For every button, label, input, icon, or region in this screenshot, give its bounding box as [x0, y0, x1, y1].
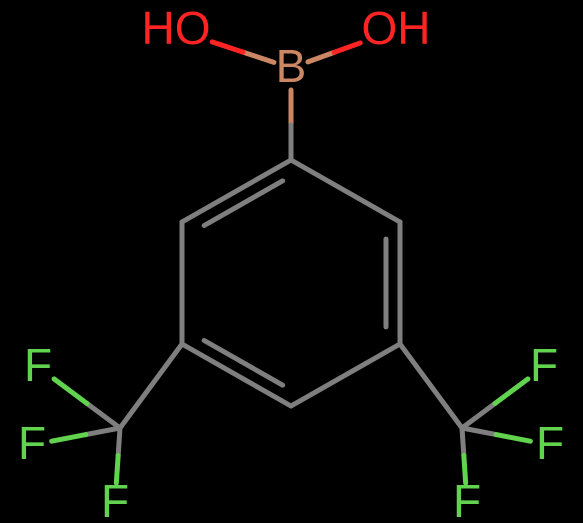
- bond-Ca-F1-a: [87, 403, 120, 428]
- atom-B: B: [276, 40, 307, 92]
- bond-B-O2-a: [308, 52, 334, 61]
- atom-F2: F: [18, 417, 46, 469]
- bond-Ca-F1-b: [54, 379, 87, 404]
- atom-F6: F: [453, 475, 481, 523]
- atom-F4: F: [530, 339, 558, 391]
- atom-O1: HO: [142, 2, 211, 54]
- bond-C1-C2: [182, 160, 291, 222]
- bond-B-O1-b: [212, 42, 243, 52]
- atom-O2: OH: [362, 2, 431, 54]
- bond-Ca-F3-a: [118, 428, 120, 456]
- bond-C4-C5: [291, 344, 400, 406]
- bond-C3-C4: [182, 344, 291, 406]
- bond-Cb-F5-a: [462, 428, 496, 435]
- atom-F5: F: [536, 417, 564, 469]
- bond-C6-C1: [291, 160, 400, 222]
- atom-F1: F: [24, 339, 52, 391]
- atom-F3: F: [101, 475, 129, 523]
- bond-B-O2-b: [334, 43, 360, 52]
- bond-Cb-F5-b: [496, 435, 530, 442]
- bond-Cb-F4-a: [462, 403, 495, 428]
- bond-Cb-F4-b: [495, 379, 528, 404]
- bond-Ca-F2-b: [52, 435, 86, 442]
- bond-Ca-F2-a: [86, 428, 120, 435]
- bond-B-O1-a: [243, 52, 274, 62]
- molecule-diagram: BHOOHFFFFFF: [0, 0, 583, 523]
- bond-C5-Cb: [400, 344, 462, 428]
- bond-C3-Ca: [120, 344, 182, 428]
- bond-Cb-F6-a: [462, 428, 464, 456]
